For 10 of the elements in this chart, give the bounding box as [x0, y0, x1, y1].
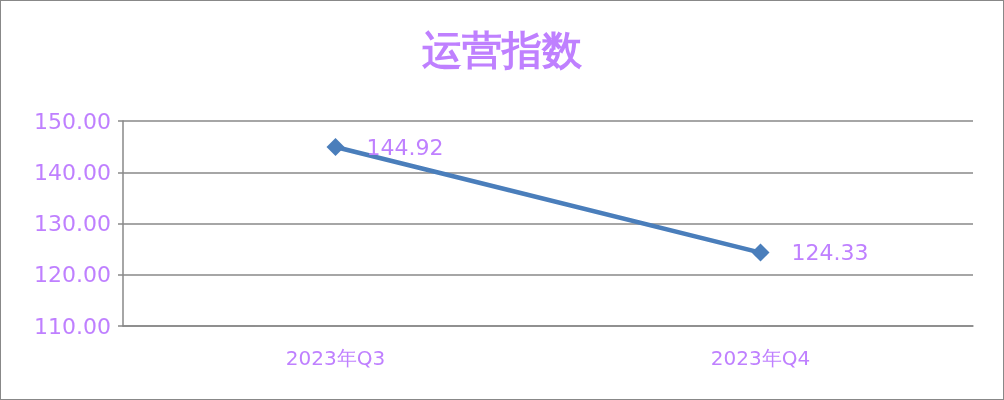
data-label: 124.33: [791, 240, 869, 266]
x-tick-label: 2023年Q3: [285, 346, 386, 370]
y-tick-label: 140.00: [34, 159, 111, 185]
y-tick-label: 130.00: [34, 211, 111, 236]
data-label: 144.92: [366, 134, 444, 160]
y-tick-label: 150.00: [34, 108, 111, 134]
x-tick-label: 2023年Q4: [710, 346, 811, 370]
y-tick-label: 110.00: [34, 313, 111, 339]
chart-title: 运营指数: [422, 27, 583, 73]
y-tick-label: 120.00: [34, 262, 111, 288]
